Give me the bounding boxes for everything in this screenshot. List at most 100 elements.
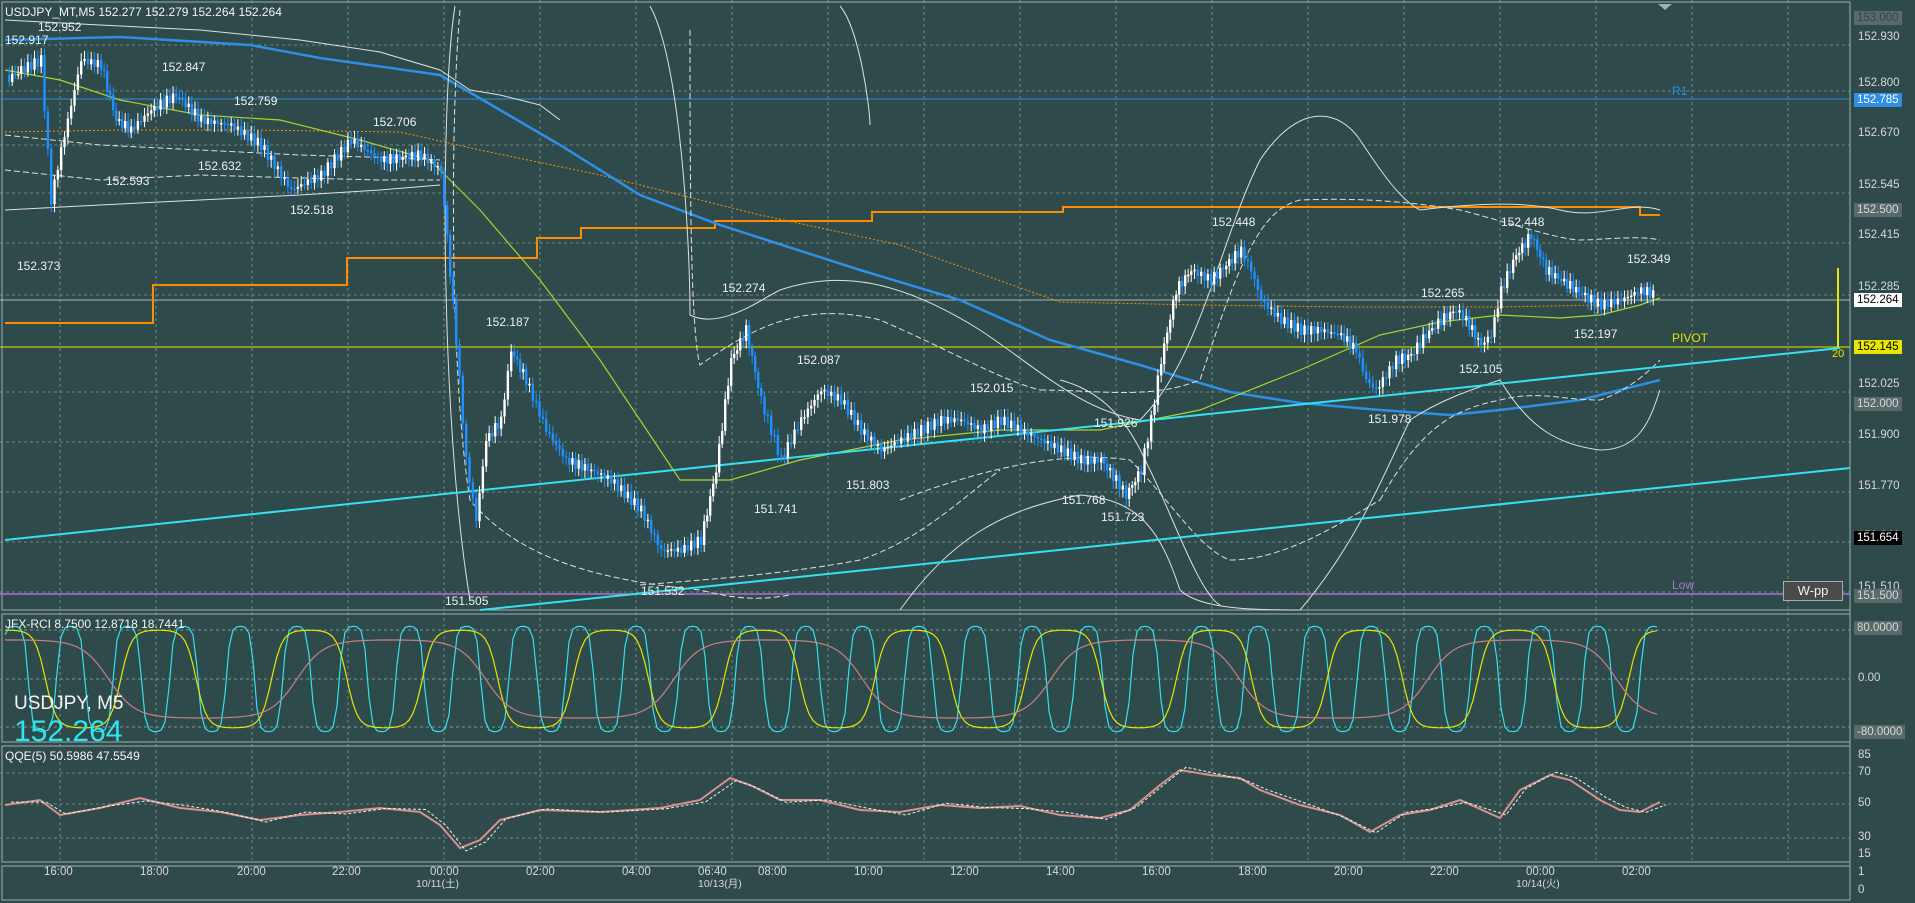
- candle-body: [136, 121, 140, 130]
- candle-body: [1169, 319, 1172, 333]
- candle-body: [458, 344, 461, 376]
- time-axis-tick: 02:00: [526, 866, 555, 878]
- candle-body: [109, 91, 112, 95]
- candle-body: [63, 137, 66, 148]
- candle-body: [407, 155, 411, 160]
- candle-body: [1623, 297, 1626, 302]
- candle-body: [568, 457, 571, 465]
- price-axis-tick: 151.900: [1858, 429, 1900, 441]
- bb-arc-8: [1299, 379, 1661, 611]
- candle-body: [1388, 366, 1391, 379]
- candle-body: [1178, 281, 1181, 295]
- candle-body: [610, 475, 613, 484]
- candle-body: [940, 416, 943, 427]
- candle-body: [718, 443, 721, 473]
- time-axis-tick: 18:00: [140, 866, 169, 878]
- candle-body: [316, 174, 320, 181]
- orange-dotted-ma: [4, 129, 1601, 308]
- candle-body: [1527, 234, 1530, 248]
- candle-body: [1349, 336, 1352, 349]
- candle-body: [883, 447, 886, 452]
- candle-body: [796, 429, 800, 432]
- candle-body: [1070, 448, 1073, 460]
- time-axis-tick: 22:00: [332, 866, 361, 878]
- candle-body: [770, 415, 773, 435]
- candle-body: [1256, 279, 1260, 291]
- candle-body: [1437, 318, 1440, 329]
- candle-body: [53, 179, 56, 205]
- candle-body: [1237, 251, 1240, 258]
- candle-body: [1270, 307, 1273, 309]
- blue-ma: [4, 35, 1661, 417]
- price-label: 151.505: [445, 594, 489, 608]
- candle-body: [1518, 252, 1521, 256]
- candle-body: [133, 126, 136, 130]
- candle-body: [966, 421, 970, 425]
- time-axis-tick: 06:40: [698, 866, 727, 878]
- bb-dash-7: [639, 469, 1001, 586]
- candle-body: [494, 423, 497, 437]
- candle-body: [1234, 251, 1237, 264]
- candle-body: [100, 60, 103, 70]
- price-label: 151.926: [1094, 416, 1138, 430]
- candle-body: [1455, 311, 1458, 313]
- candle-body: [506, 371, 510, 400]
- candle-body: [1093, 456, 1096, 464]
- candle-body: [488, 433, 491, 441]
- candle-body: [1385, 377, 1388, 379]
- candle-body: [1030, 433, 1033, 436]
- candle-body: [1336, 332, 1340, 336]
- candle-body: [190, 103, 194, 116]
- candle-body: [1181, 281, 1184, 287]
- candle-body: [416, 150, 420, 161]
- candle-body: [43, 55, 46, 112]
- candle-body: [11, 73, 14, 82]
- candle-body: [876, 444, 880, 447]
- price-label: 152.632: [198, 159, 242, 173]
- symbol-header: USDJPY_MT,M5 152.277 152.279 152.264 152…: [5, 5, 282, 19]
- candle-body: [976, 425, 980, 430]
- candle-body: [1506, 271, 1509, 288]
- candle-body: [993, 420, 996, 429]
- candle-body: [676, 547, 680, 552]
- axis-tag-pivot: 152.145: [1854, 340, 1902, 354]
- time-axis-tick: 16:00: [1142, 866, 1171, 878]
- candle-body: [630, 491, 633, 505]
- wpp-button[interactable]: W-pp: [1783, 581, 1843, 601]
- candle-body: [366, 150, 370, 152]
- candle-body: [1548, 267, 1551, 275]
- candle-body: [754, 355, 757, 373]
- candle-body: [793, 429, 796, 445]
- bb-dash-5: [899, 456, 1381, 561]
- rci-slow-line: [5, 639, 1658, 719]
- candle-body: [83, 58, 86, 62]
- candle-body: [956, 418, 960, 422]
- candle-body: [146, 113, 150, 116]
- candle-body: [1496, 308, 1500, 318]
- candle-body: [230, 123, 233, 126]
- candle-body: [1293, 320, 1296, 332]
- candle-body: [433, 159, 436, 168]
- candle-body: [773, 434, 776, 437]
- candle-body: [1545, 259, 1548, 275]
- candle-body: [1076, 451, 1080, 464]
- candle-body: [1143, 448, 1146, 475]
- candle-body: [420, 150, 423, 160]
- qqe-axis-tick: 70: [1858, 766, 1871, 778]
- candle-body: [803, 417, 806, 419]
- qqe-axis-tick: 15: [1858, 848, 1871, 860]
- candle-body: [1115, 475, 1118, 481]
- price-label: 152.917: [5, 33, 49, 47]
- candle-body: [663, 548, 666, 551]
- candle-body: [538, 401, 541, 417]
- candle-body: [1371, 383, 1375, 388]
- r1-label: R1: [1672, 84, 1688, 98]
- candle-body: [124, 121, 127, 129]
- candle-body: [586, 464, 590, 471]
- candle-body: [273, 155, 276, 170]
- candle-body: [780, 454, 783, 457]
- candle-body: [1600, 298, 1603, 310]
- candle-body: [1590, 295, 1593, 303]
- candle-body: [936, 418, 940, 427]
